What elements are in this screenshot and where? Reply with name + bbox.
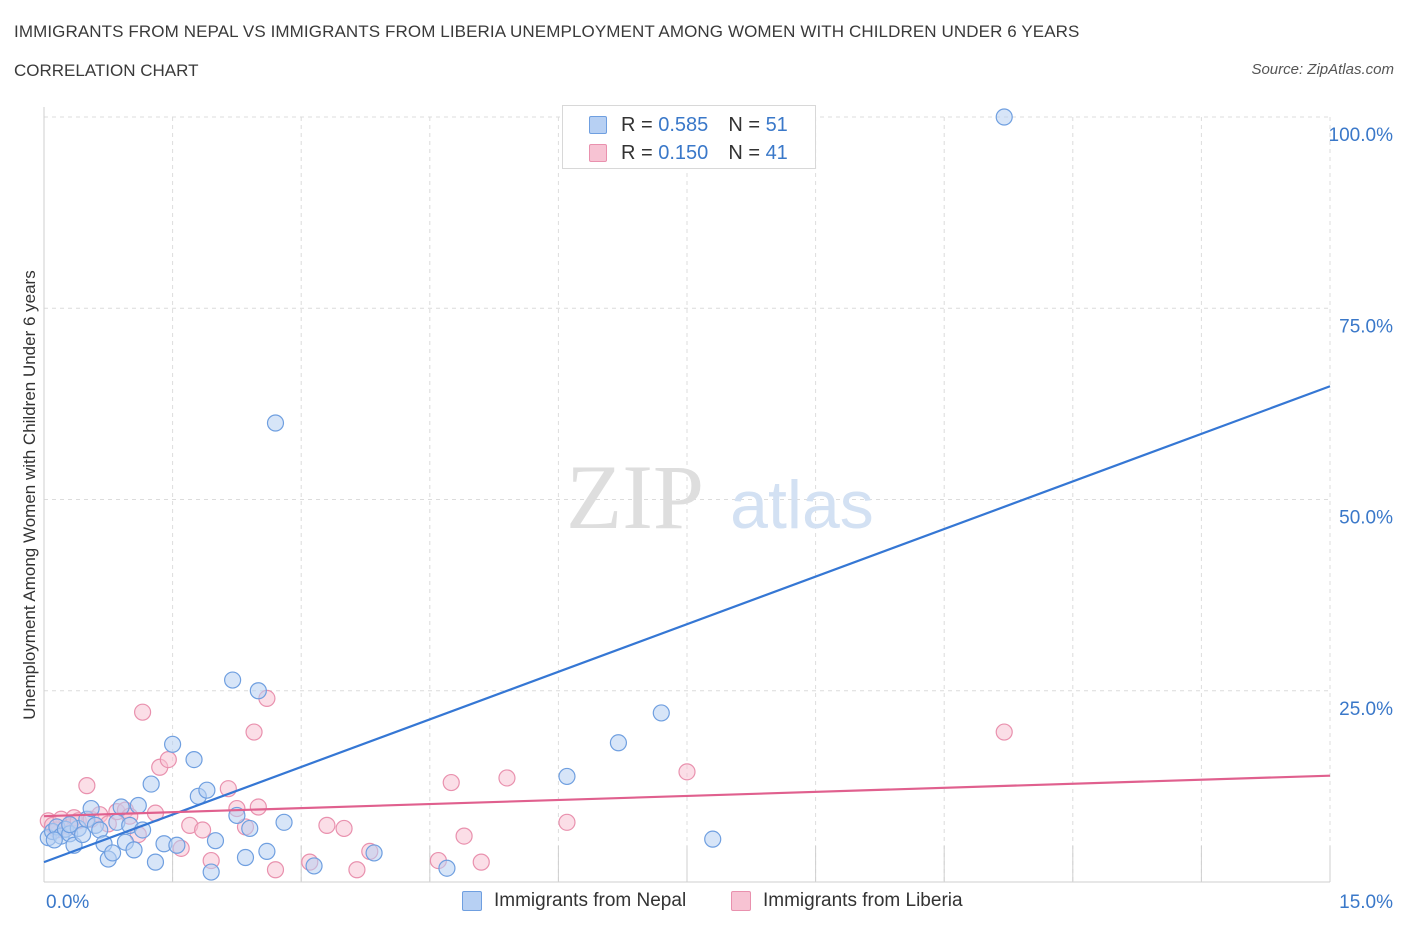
nepal-r-value: 0.585 [658, 113, 709, 136]
nepal-point [236, 848, 255, 867]
nepal-n-label: N = [728, 113, 760, 136]
y-axis-label: Unemployment Among Women with Children U… [20, 270, 39, 720]
nepal-point [142, 775, 160, 793]
legend-liberia-label: Immigrants from Liberia [763, 890, 963, 911]
nepal-point [168, 836, 186, 854]
legend-row-liberia: R = 0.150 N = 41 [589, 142, 788, 164]
liberia-point [133, 703, 152, 721]
nepal-point [45, 831, 63, 849]
liberia-point [678, 763, 696, 781]
nepal-point [266, 414, 285, 432]
series-legend: Immigrants from Nepal Immigrants from Li… [0, 890, 1406, 916]
nepal-point [146, 853, 165, 871]
liberia-point [348, 861, 366, 879]
liberia-swatch [589, 144, 607, 162]
source-label: Source: ZipAtlas.com [1251, 61, 1394, 78]
nepal-point [61, 816, 79, 834]
liberia-point [335, 819, 353, 838]
nepal-point [103, 844, 122, 862]
chart-subtitle: CORRELATION CHART [14, 61, 199, 80]
liberia-n-label: N = [728, 141, 760, 164]
x-tick-label-max: 15.0% [1339, 892, 1393, 913]
liberia-r-label: R = [621, 141, 653, 164]
legend-row-nepal: R = 0.585 N = 51 [589, 114, 788, 136]
nepal-point [995, 108, 1013, 126]
nepal-point [206, 832, 225, 850]
nepal-point [305, 857, 323, 875]
liberia-point [245, 723, 263, 741]
liberia-point [249, 798, 267, 816]
liberia-point [194, 821, 212, 839]
liberia-point [159, 750, 177, 769]
watermark-atlas: atlas [730, 467, 874, 543]
liberia-point [78, 777, 96, 795]
x-tick-label-min: 0.0% [46, 892, 89, 913]
liberia-point [472, 853, 490, 871]
liberia-point [498, 769, 516, 787]
nepal-r-label: R = [621, 113, 653, 136]
watermark-zip: ZIP [566, 446, 704, 548]
nepal-point [275, 813, 293, 831]
nepal-point [125, 841, 143, 859]
chart-title: IMMIGRANTS FROM NEPAL VS IMMIGRANTS FROM… [14, 22, 1080, 41]
nepal-point [258, 842, 276, 861]
nepal-point [185, 750, 203, 769]
nepal-point [609, 734, 628, 752]
nepal-point [224, 671, 242, 689]
nepal-swatch [589, 116, 607, 134]
nepal-point [198, 781, 216, 799]
legend-liberia-swatch [731, 891, 751, 911]
nepal-point [228, 806, 246, 825]
liberia-r-value: 0.150 [658, 141, 709, 164]
nepal-point [558, 767, 576, 786]
liberia-point [442, 773, 460, 792]
liberia-point [266, 861, 285, 879]
legend-item-liberia: Immigrants from Liberia [731, 890, 963, 912]
legend-nepal-label: Immigrants from Nepal [494, 890, 687, 911]
liberia-trend-line [43, 774, 1331, 818]
y-tick-label: 100.0% [1329, 125, 1394, 146]
y-tick-label: 50.0% [1339, 508, 1393, 529]
legend-nepal-swatch [462, 891, 482, 911]
legend-item-nepal: Immigrants from Nepal [462, 890, 686, 912]
nepal-point [112, 798, 130, 816]
nepal-point [249, 682, 267, 700]
nepal-trend-line [43, 385, 1331, 864]
stats-legend: R = 0.585 N = 51 R = 0.150 N = 41 [562, 105, 816, 169]
nepal-point [438, 859, 456, 877]
nepal-point [241, 819, 259, 838]
nepal-point [365, 844, 383, 862]
nepal-n-value: 51 [765, 113, 788, 136]
nepal-point [704, 830, 722, 848]
liberia-point [995, 723, 1013, 741]
nepal-point [652, 704, 670, 722]
liberia-point [318, 816, 336, 834]
nepal-point [82, 799, 100, 818]
nepal-point [164, 735, 182, 753]
liberia-point [558, 813, 576, 831]
y-tick-label: 75.0% [1339, 316, 1393, 337]
liberia-point [455, 827, 473, 845]
y-tick-label: 25.0% [1339, 699, 1393, 720]
liberia-n-value: 41 [765, 141, 788, 164]
nepal-point [129, 796, 147, 815]
nepal-point [202, 863, 220, 881]
